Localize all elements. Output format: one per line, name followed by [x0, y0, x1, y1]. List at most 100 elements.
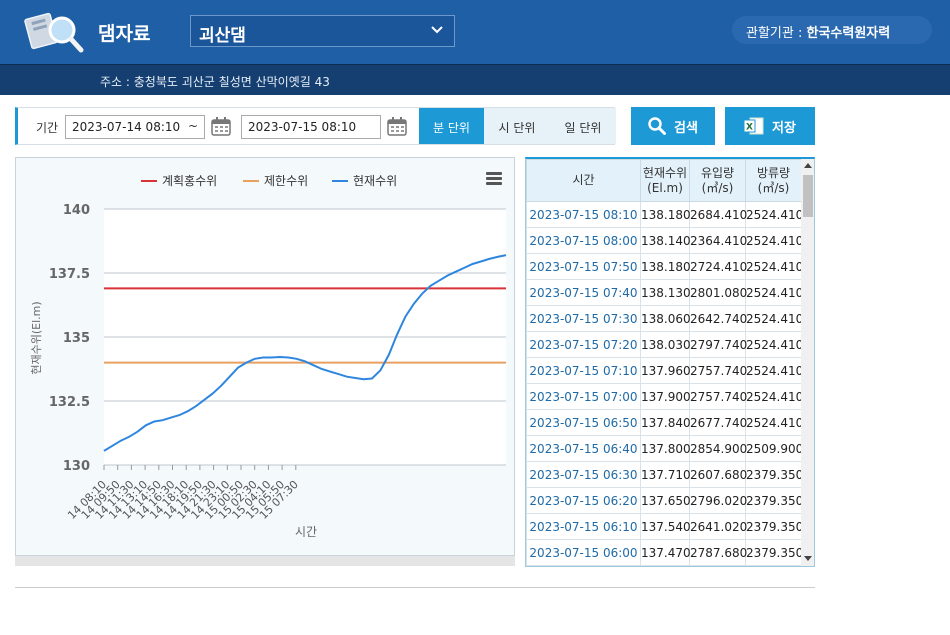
- period-label: 기간: [36, 121, 59, 135]
- row-inflow: 2684.410: [689, 201, 747, 228]
- row-inflow: 2641.020: [689, 513, 747, 540]
- chart-scroll-area: [15, 556, 515, 566]
- search-button[interactable]: 검색: [631, 107, 715, 145]
- row-inflow: 2364.410: [689, 227, 747, 254]
- row-outflow: 2509.900: [745, 435, 803, 462]
- col-header-inflow-label: 유입량: [700, 165, 735, 180]
- row-inflow: 2677.740: [689, 409, 747, 436]
- col-header-time: 시간: [526, 159, 641, 202]
- row-level: 137.650: [640, 487, 691, 514]
- end-datetime-input[interactable]: [241, 115, 381, 139]
- row-outflow: 2379.350: [745, 461, 803, 488]
- data-table-panel: 시간 현재수위 (El.m) 유입량 (㎥/s) 방류량 (㎥/s) 2023-07-…: [525, 157, 815, 567]
- svg-text:X: X: [746, 123, 753, 133]
- start-datetime-input[interactable]: [65, 115, 205, 139]
- row-outflow: 2524.410: [745, 383, 803, 410]
- col-header-time-label: 시간: [572, 173, 595, 187]
- y-tick-label: 132.5: [49, 395, 90, 410]
- row-time: 2023-07-15 06:00: [526, 539, 641, 566]
- row-level: 138.180: [640, 253, 691, 280]
- row-outflow: 2379.350: [745, 513, 803, 540]
- footer-divider: [15, 587, 815, 588]
- data-table: 시간 현재수위 (El.m) 유입량 (㎥/s) 방류량 (㎥/s) 2023-07-…: [526, 159, 803, 566]
- save-button[interactable]: X 저장: [725, 107, 815, 145]
- table-row: 2023-07-15 07:10 137.960 2757.740 2524.410: [526, 357, 803, 384]
- y-tick-label: 140: [63, 203, 90, 218]
- chart-menu-icon[interactable]: [486, 172, 502, 186]
- row-outflow: 2524.410: [745, 331, 803, 358]
- table-row: 2023-07-15 07:50 138.180 2724.410 2524.410: [526, 253, 803, 280]
- unit-hour-button[interactable]: 시 단위: [484, 108, 550, 144]
- row-outflow: 2524.410: [745, 201, 803, 228]
- period-separator: ~: [188, 119, 199, 133]
- table-row: 2023-07-15 07:40 138.130 2801.080 2524.410: [526, 279, 803, 306]
- scroll-thumb[interactable]: [803, 175, 813, 217]
- row-inflow: 2787.680: [689, 539, 747, 566]
- current-level-series-line: [103, 254, 507, 452]
- row-time: 2023-07-15 06:20: [526, 487, 641, 514]
- row-level: 137.900: [640, 383, 691, 410]
- row-level: 138.180: [640, 201, 691, 228]
- table-scrollbar[interactable]: [801, 159, 814, 566]
- row-level: 138.140: [640, 227, 691, 254]
- row-inflow: 2797.740: [689, 331, 747, 358]
- unit-minute-button[interactable]: 분 단위: [419, 108, 484, 144]
- row-inflow: 2607.680: [689, 461, 747, 488]
- row-level: 137.840: [640, 409, 691, 436]
- table-row: 2023-07-15 08:10 138.180 2684.410 2524.410: [526, 201, 803, 228]
- water-level-chart: 140 137.5 135 132.5 130 14 08:10 14 09:50 14 11…: [15, 157, 515, 556]
- agency-label: 관할기관 :: [746, 26, 803, 41]
- table-row: 2023-07-15 06:50 137.840 2677.740 2524.410: [526, 409, 803, 436]
- col-header-level: 현재수위 (El.m): [640, 159, 690, 202]
- row-time: 2023-07-15 07:10: [526, 357, 641, 384]
- table-row: 2023-07-15 06:10 137.540 2641.020 2379.350: [526, 513, 803, 540]
- row-outflow: 2524.410: [745, 357, 803, 384]
- col-header-outflow-label: 방류량: [756, 165, 791, 180]
- row-level: 137.470: [640, 539, 691, 566]
- dam-data-search-icon: [24, 12, 84, 53]
- row-inflow: 2801.080: [689, 279, 747, 306]
- table-row: 2023-07-15 06:20 137.650 2796.020 2379.350: [526, 487, 803, 514]
- row-outflow: 2524.410: [745, 409, 803, 436]
- row-level: 137.960: [640, 357, 691, 384]
- scroll-down-arrow-icon[interactable]: [804, 556, 812, 561]
- table-body: 2023-07-15 08:10 138.180 2684.410 2524.410 2…: [526, 201, 803, 566]
- x-axis-label: 시간: [295, 525, 317, 539]
- row-outflow: 2524.410: [745, 227, 803, 254]
- row-level: 138.030: [640, 331, 691, 358]
- col-header-level-unit: (El.m): [647, 180, 683, 195]
- dam-select[interactable]: 괴산댐: [190, 15, 455, 47]
- legend-label: 제한수위: [264, 174, 308, 188]
- row-inflow: 2642.740: [689, 305, 747, 332]
- row-outflow: 2524.410: [745, 279, 803, 306]
- table-row: 2023-07-15 06:00 137.470 2787.680 2379.350: [526, 539, 803, 566]
- y-tick-label: 137.5: [49, 267, 90, 282]
- row-outflow: 2524.410: [745, 305, 803, 332]
- excel-icon: X: [744, 117, 764, 135]
- save-label: 저장: [772, 120, 796, 136]
- row-time: 2023-07-15 07:20: [526, 331, 641, 358]
- row-time: 2023-07-15 08:00: [526, 227, 641, 254]
- col-header-level-label: 현재수위: [642, 165, 688, 180]
- scroll-up-arrow-icon[interactable]: [804, 163, 812, 168]
- col-header-outflow: 방류량 (㎥/s): [745, 159, 802, 202]
- search-icon: [648, 117, 667, 135]
- unit-day-button[interactable]: 일 단위: [550, 108, 616, 144]
- row-time: 2023-07-15 06:10: [526, 513, 641, 540]
- row-outflow: 2524.410: [745, 253, 803, 280]
- row-time: 2023-07-15 06:50: [526, 409, 641, 436]
- row-time: 2023-07-15 07:30: [526, 305, 641, 332]
- calendar-icon[interactable]: [387, 117, 407, 136]
- row-inflow: 2724.410: [689, 253, 747, 280]
- col-header-inflow: 유입량 (㎥/s): [689, 159, 746, 202]
- calendar-icon[interactable]: [211, 117, 231, 136]
- row-time: 2023-07-15 06:30: [526, 461, 641, 488]
- row-time: 2023-07-15 06:40: [526, 435, 641, 462]
- chevron-down-icon: [431, 26, 443, 34]
- row-inflow: 2854.900: [689, 435, 747, 462]
- y-axis-label: 현재수위(El.m): [30, 301, 43, 374]
- row-level: 138.060: [640, 305, 691, 332]
- row-time: 2023-07-15 07:00: [526, 383, 641, 410]
- table-row: 2023-07-15 06:30 137.710 2607.680 2379.350: [526, 461, 803, 488]
